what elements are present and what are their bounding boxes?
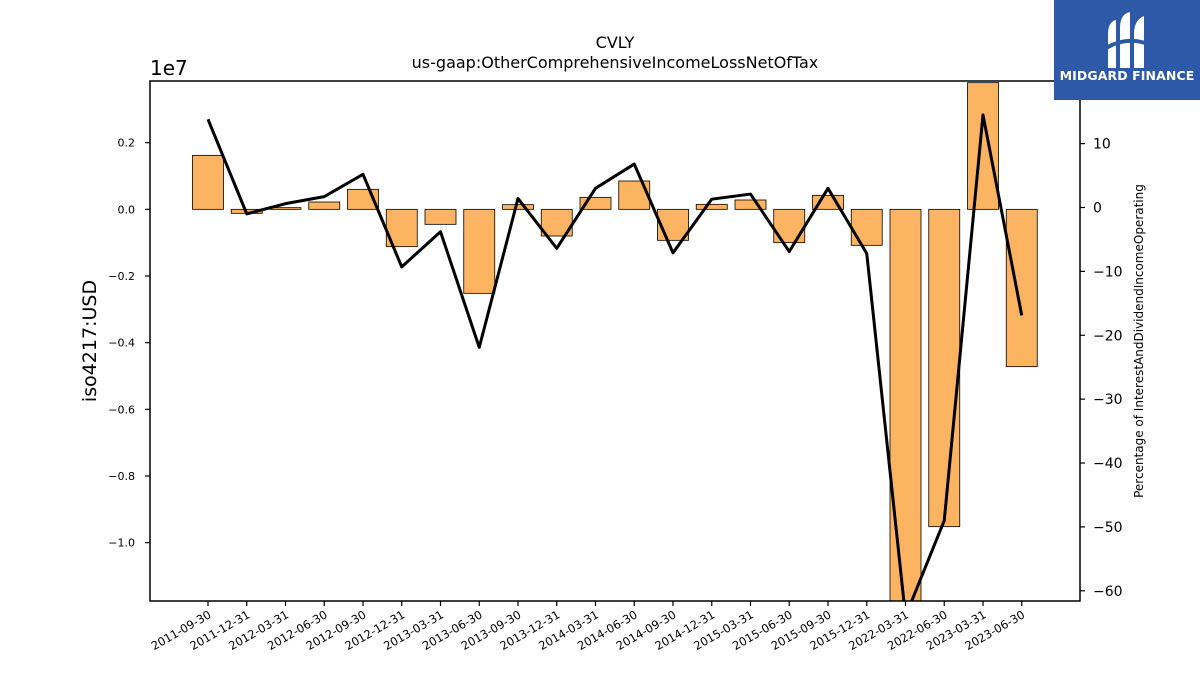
bar-2023-03-31 [967,82,999,210]
y2-tick-label: −30 [1093,392,1123,408]
logo: MIDGARD FINANCE [1054,0,1200,100]
y-tick-label: −0.8 [108,470,135,483]
y2-tick-label: 0 [1093,200,1102,216]
chart-subtitle: us-gaap:OtherComprehensiveIncomeLossNetO… [412,53,819,72]
bar-2013-06-30 [463,208,496,294]
y2-axis-label: Percentage of InterestAndDividendIncomeO… [1132,184,1146,498]
plot-frame [149,80,1081,602]
bar-series [192,82,1038,601]
y2-tick-label: −60 [1093,584,1123,600]
y-tick-label: −1.0 [108,537,135,550]
bar-2022-06-30 [928,208,961,528]
y2-tick-label: −10 [1093,264,1123,280]
y-tick-label: −0.6 [108,403,135,416]
bar-2023-06-30 [1005,208,1038,368]
bar-2015-03-31 [734,199,767,210]
bar-2014-09-30 [657,208,689,241]
y2-tick-label: −20 [1093,328,1123,344]
bar-2014-12-31 [695,203,728,210]
line-path [206,113,1024,601]
bar-2022-03-31 [889,208,922,601]
bar-2013-03-31 [424,208,457,225]
y-tick-label: 0.0 [118,203,136,216]
bar-2015-12-31 [850,208,883,246]
y-axis-label: iso4217:USD [79,280,101,402]
line-series [206,113,1024,601]
logo-text: MIDGARD FINANCE [1059,68,1195,83]
exponent-label: 1e7 [150,56,188,80]
bar-2011-09-30 [192,154,224,210]
bar-2013-09-30 [502,204,534,210]
y2-tick-label: −40 [1093,456,1123,472]
y2-tick-label: 10 [1093,137,1111,153]
y-tick-label: −0.4 [108,337,135,350]
bar-2012-06-30 [308,201,341,210]
y2-tick-label: −50 [1093,520,1123,536]
chart-title: CVLY [596,33,635,52]
logo-mark-icon [1105,12,1149,68]
y-tick-label: −0.2 [108,270,135,283]
y-tick-label: 0.2 [118,137,136,150]
